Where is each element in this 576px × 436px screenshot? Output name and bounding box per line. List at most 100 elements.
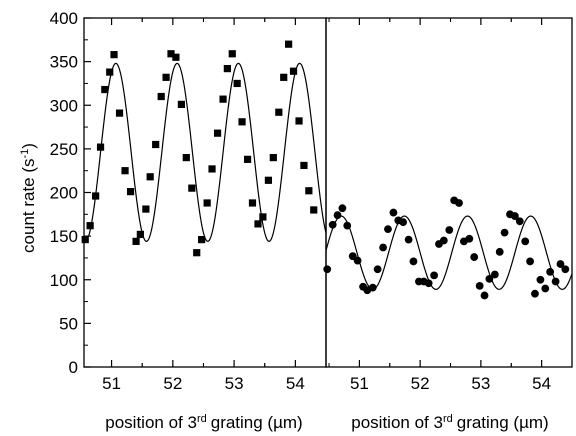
data-point-circle [531,289,539,298]
data-point-square [219,95,227,103]
plot-frame-right [325,17,573,368]
y-tick-label: 100 [50,271,78,290]
data-point-square [86,222,94,230]
y-tick-label: 300 [50,96,78,115]
data-point-square [280,73,288,81]
data-point-circle [399,218,408,227]
data-point-square [264,176,273,184]
data-point-square [238,118,246,126]
data-point-circle [500,228,509,237]
data-point-square [92,192,100,200]
data-point-circle [379,243,387,252]
data-point-square [285,40,293,48]
data-point-square [115,109,124,117]
data-point-square [269,154,277,162]
data-point-square [198,236,206,244]
y-axis-label-superscript: -1 [19,149,31,159]
data-point-square [193,249,201,257]
data-point-square [81,236,89,244]
data-point-square [275,108,283,116]
y-tick-label: 250 [50,140,78,159]
data-point-circle [551,277,560,286]
data-point-square [300,161,308,170]
data-point-circle [409,257,418,266]
data-point-square [213,129,222,137]
y-tick-label: 350 [50,53,78,72]
data-point-circle [495,247,504,256]
data-point-square [289,67,298,75]
data-point-square [182,154,190,162]
data-point-square [132,237,140,245]
data-point-square [152,140,160,149]
fit-curve-right [325,215,573,290]
data-point-circle [485,274,494,283]
data-point-circle [526,257,534,266]
data-point-circle [465,234,474,243]
data-point-circle [561,265,570,274]
data-point-square [96,143,105,151]
data-point-circle [541,284,550,293]
x-tick-label-left: 52 [163,374,182,393]
data-point-circle [373,265,382,274]
y-tick-label: 50 [59,314,78,333]
data-point-square [157,92,165,101]
x-axis-label-right: position of 3rd grating (µm) [351,413,548,432]
data-point-square [243,155,252,163]
data-point-square [248,199,257,207]
data-point-square [208,165,216,173]
data-point-square [162,73,170,81]
x-axis-label-left-superscript: rd [197,413,207,425]
data-point-square [146,173,154,181]
data-point-circle [328,220,337,229]
data-point-circle [333,211,342,220]
right-plot: 51 52 53 54 [323,17,573,393]
data-point-square [172,53,180,61]
data-point-square [223,65,231,73]
x-tick-label-right: 51 [350,374,369,393]
fit-curve-left [83,62,327,242]
data-point-circle [343,221,352,230]
x-tick-label-left: 51 [102,374,121,393]
x-tick-label-right: 54 [532,374,551,393]
data-point-circle [546,267,555,276]
data-point-square [259,213,267,221]
data-point-square [177,100,186,108]
data-point-square [142,205,150,213]
data-point-square [203,199,211,207]
data-point-circle [368,283,377,292]
y-tick-label: 0 [69,358,78,377]
y-tick-label: 200 [50,184,78,203]
data-point-circle [338,204,347,213]
data-point-square [305,187,313,195]
data-point-circle [556,260,565,268]
data-point-square [101,85,109,94]
data-point-circle [389,208,398,217]
y-axis-label: count rate (s-1) [19,143,38,253]
data-point-circle [445,226,454,234]
x-axis-label-left: position of 3rd grating (µm) [105,413,302,432]
data-point-circle [439,236,448,245]
data-point-square [106,68,114,76]
data-point-circle [480,291,489,300]
data-point-circle [455,199,463,207]
data-point-square [188,184,196,192]
data-point-circle [490,270,499,279]
data-point-circle [521,237,530,246]
y-tick-label: 150 [50,227,78,246]
data-point-circle [424,279,433,288]
x-tick-label-left: 53 [225,374,244,393]
data-point-square [254,220,262,228]
data-point-square [167,50,175,58]
x-tick-label-left: 54 [286,374,305,393]
data-point-square [295,117,303,125]
data-point-circle [384,225,392,234]
data-point-circle [430,271,439,280]
y-tick-label: 400 [50,9,78,28]
x-tick-label-right: 52 [411,374,430,393]
x-axis-label-left-text: position of 3 [105,413,197,432]
data-point-square [126,188,135,196]
data-point-square [228,50,236,58]
data-point-circle [536,275,545,284]
data-point-circle [470,253,479,261]
